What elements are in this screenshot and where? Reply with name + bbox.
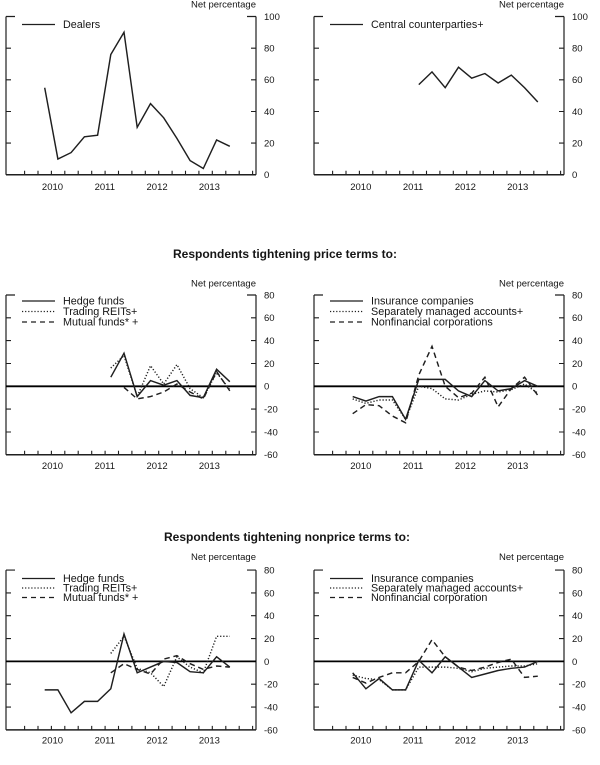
- svg-text:60: 60: [264, 588, 275, 599]
- svg-text:60: 60: [572, 75, 583, 86]
- svg-text:Net percentage: Net percentage: [499, 552, 564, 563]
- svg-text:2011: 2011: [95, 735, 115, 746]
- svg-text:20: 20: [264, 634, 275, 645]
- svg-text:-60: -60: [572, 450, 586, 461]
- svg-text:Nonfinancial corporation: Nonfinancial corporation: [371, 592, 487, 604]
- svg-text:2013: 2013: [507, 182, 528, 193]
- svg-text:100: 100: [264, 12, 280, 23]
- svg-text:2012: 2012: [455, 461, 476, 472]
- svg-text:2011: 2011: [403, 182, 423, 193]
- svg-text:Net percentage: Net percentage: [191, 278, 256, 289]
- svg-text:Net percentage: Net percentage: [191, 552, 256, 563]
- svg-text:80: 80: [572, 290, 583, 301]
- svg-text:0: 0: [572, 657, 577, 668]
- svg-text:Net percentage: Net percentage: [499, 0, 564, 11]
- svg-text:40: 40: [264, 107, 275, 118]
- svg-text:Trading REITs+: Trading REITs+: [63, 306, 137, 318]
- svg-text:100: 100: [572, 12, 588, 23]
- svg-text:2010: 2010: [350, 461, 371, 472]
- svg-text:2010: 2010: [350, 735, 371, 746]
- svg-text:-40: -40: [264, 703, 278, 714]
- svg-text:2012: 2012: [455, 735, 476, 746]
- svg-text:2013: 2013: [199, 182, 220, 193]
- svg-text:2010: 2010: [42, 461, 63, 472]
- svg-text:80: 80: [572, 44, 583, 55]
- svg-text:Separately managed accounts+: Separately managed accounts+: [371, 306, 523, 318]
- svg-text:Dealers: Dealers: [63, 19, 101, 31]
- svg-text:80: 80: [264, 290, 275, 301]
- svg-text:2013: 2013: [507, 735, 528, 746]
- svg-text:2010: 2010: [350, 182, 371, 193]
- svg-text:Insurance companies: Insurance companies: [371, 573, 474, 585]
- svg-text:-20: -20: [264, 405, 278, 416]
- svg-text:-20: -20: [264, 680, 278, 691]
- svg-text:Separately managed accounts+: Separately managed accounts+: [371, 583, 523, 595]
- svg-text:Nonfinancial corporations: Nonfinancial corporations: [371, 317, 493, 329]
- svg-text:2012: 2012: [455, 182, 476, 193]
- svg-text:60: 60: [264, 313, 275, 324]
- svg-text:Respondents tightening nonpric: Respondents tightening nonprice terms to…: [164, 530, 410, 544]
- svg-text:80: 80: [572, 566, 583, 577]
- svg-text:Mutual funds* +: Mutual funds* +: [63, 592, 138, 604]
- svg-text:0: 0: [264, 657, 269, 668]
- svg-text:Central counterparties+: Central counterparties+: [371, 19, 484, 31]
- svg-text:Mutual funds* +: Mutual funds* +: [63, 317, 138, 329]
- svg-text:20: 20: [572, 359, 583, 370]
- svg-text:-40: -40: [572, 703, 586, 714]
- svg-text:-60: -60: [264, 450, 278, 461]
- svg-text:-40: -40: [264, 427, 278, 438]
- svg-text:2011: 2011: [95, 461, 115, 472]
- svg-text:80: 80: [264, 44, 275, 55]
- svg-text:40: 40: [264, 336, 275, 347]
- svg-text:-20: -20: [572, 405, 586, 416]
- svg-text:60: 60: [572, 588, 583, 599]
- svg-text:2012: 2012: [147, 735, 168, 746]
- svg-text:Net percentage: Net percentage: [191, 0, 256, 11]
- svg-text:2011: 2011: [403, 461, 423, 472]
- svg-text:Net percentage: Net percentage: [499, 278, 564, 289]
- svg-text:-20: -20: [572, 680, 586, 691]
- svg-text:2013: 2013: [507, 461, 528, 472]
- svg-text:Insurance companies: Insurance companies: [371, 296, 474, 308]
- svg-text:2013: 2013: [199, 461, 220, 472]
- svg-text:Trading REITs+: Trading REITs+: [63, 583, 137, 595]
- svg-text:0: 0: [264, 382, 269, 393]
- svg-text:Respondents tightening price t: Respondents tightening price terms to:: [173, 247, 397, 261]
- svg-text:Hedge funds: Hedge funds: [63, 573, 125, 585]
- svg-text:60: 60: [264, 75, 275, 86]
- svg-text:40: 40: [572, 107, 583, 118]
- svg-text:40: 40: [572, 336, 583, 347]
- svg-text:2010: 2010: [42, 182, 63, 193]
- svg-text:20: 20: [572, 139, 583, 150]
- svg-text:2013: 2013: [199, 735, 220, 746]
- svg-text:60: 60: [572, 313, 583, 324]
- svg-text:2011: 2011: [95, 182, 115, 193]
- svg-text:2010: 2010: [42, 735, 63, 746]
- svg-text:Hedge funds: Hedge funds: [63, 296, 125, 308]
- svg-text:20: 20: [264, 359, 275, 370]
- svg-text:40: 40: [572, 611, 583, 622]
- svg-text:40: 40: [264, 611, 275, 622]
- svg-text:20: 20: [264, 139, 275, 150]
- svg-text:0: 0: [264, 170, 269, 181]
- svg-text:-40: -40: [572, 427, 586, 438]
- svg-text:80: 80: [264, 566, 275, 577]
- svg-text:0: 0: [572, 170, 577, 181]
- svg-text:-60: -60: [572, 725, 586, 736]
- svg-text:2011: 2011: [403, 735, 423, 746]
- svg-text:0: 0: [572, 382, 577, 393]
- svg-text:-60: -60: [264, 725, 278, 736]
- svg-text:20: 20: [572, 634, 583, 645]
- svg-text:2012: 2012: [147, 461, 168, 472]
- svg-text:2012: 2012: [147, 182, 168, 193]
